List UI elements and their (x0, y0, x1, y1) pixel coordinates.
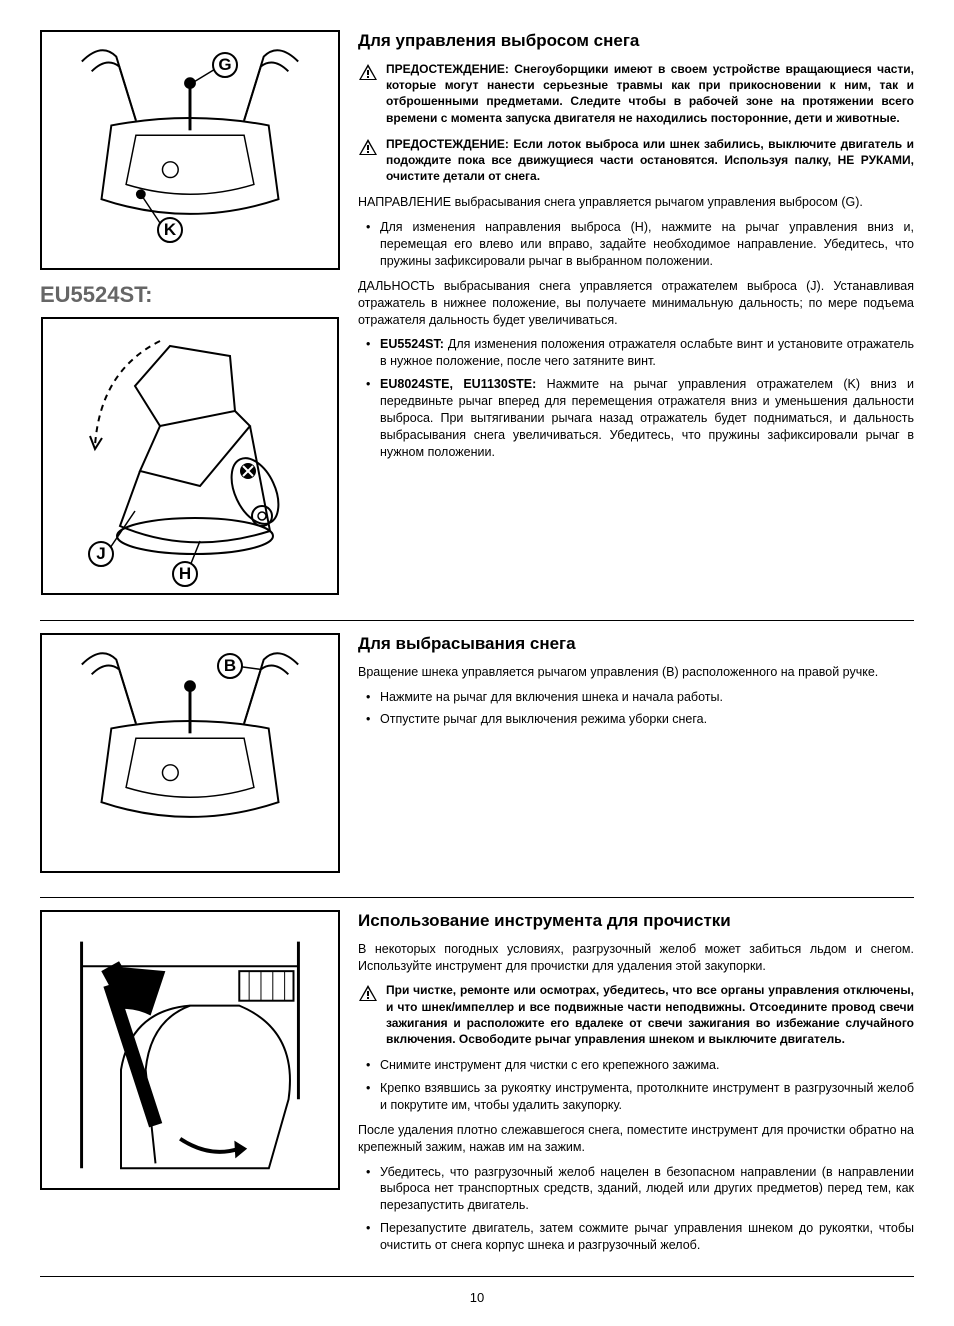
figure-controls-b: B (40, 633, 340, 873)
para-cleanout-after: После удаления плотно слежавшегося снега… (358, 1122, 914, 1156)
list-auger: Нажмите на рычаг для включения шнека и н… (358, 689, 914, 729)
model-bold: EU8024STE, EU1130STE: (380, 377, 536, 391)
warning-icon (358, 63, 378, 81)
list-item: Для изменения направления выброса (H), н… (358, 219, 914, 270)
text-col-2: Для выбрасывания снега Вращение шнека уп… (358, 633, 914, 883)
callout-k: K (157, 217, 183, 243)
warning-2: ПРЕДОСТЕЖДЕНИЕ: Если лоток выброса или ш… (358, 136, 914, 185)
diagram-controls-b (42, 635, 338, 871)
list-item: Снимите инструмент для чистки с его креп… (358, 1057, 914, 1074)
heading-snow-throw: Для выбрасывания снега (358, 633, 914, 656)
warning-cleanout: При чистке, ремонте или осмотрах, убедит… (358, 982, 914, 1047)
section-snow-direction: G K EU5524ST: (40, 30, 914, 621)
diagram-cleanout (42, 912, 338, 1188)
list-text: Для изменения положения отражателя ослаб… (380, 337, 914, 368)
list-item: Перезапустите двигатель, затем сожмите р… (358, 1220, 914, 1254)
text-col-3: Использование инструмента для прочистки … (358, 910, 914, 1262)
figure-chute-jh: J H (40, 316, 340, 596)
heading-cleanout: Использование инструмента для прочистки (358, 910, 914, 933)
diagram-chute (40, 316, 340, 596)
warning-icon (358, 984, 378, 1002)
list-item: EU5524ST: Для изменения положения отража… (358, 336, 914, 370)
warning-cleanout-text: При чистке, ремонте или осмотрах, убедит… (386, 982, 914, 1047)
list-cleanout-restart: Убедитесь, что разгрузочный желоб нацеле… (358, 1164, 914, 1254)
text-col-1: Для управления выбросом снега ПРЕДОСТЕЖД… (358, 30, 914, 606)
list-item: Крепко взявшись за рукоятку инструмента,… (358, 1080, 914, 1114)
para-direction: НАПРАВЛЕНИЕ выбрасывания снега управляет… (358, 194, 914, 211)
figure-controls-gk: G K (40, 30, 340, 270)
warning-text-1: ПРЕДОСТЕЖДЕНИЕ: Снегоуборщики имеют в св… (386, 61, 914, 126)
figures-col-2: B (40, 633, 340, 883)
section-cleanout-tool: Использование инструмента для прочистки … (40, 910, 914, 1277)
model-bold: EU5524ST: (380, 337, 444, 351)
figure-cleanout-tool (40, 910, 340, 1190)
callout-b: B (217, 653, 243, 679)
warning-1: ПРЕДОСТЕЖДЕНИЕ: Снегоуборщики имеют в св… (358, 61, 914, 126)
diagram-controls (42, 32, 338, 268)
model-label: EU5524ST: (40, 280, 340, 310)
list-item: EU8024STE, EU1130STE: Нажмите на рычаг у… (358, 376, 914, 460)
list-cleanout-steps: Снимите инструмент для чистки с его креп… (358, 1057, 914, 1114)
heading-snow-direction: Для управления выбросом снега (358, 30, 914, 53)
callout-g: G (212, 52, 238, 78)
figures-col-3 (40, 910, 340, 1262)
list-item: Отпустите рычаг для выключения режима уб… (358, 711, 914, 728)
para-cleanout-intro: В некоторых погодных условиях, разгрузоч… (358, 941, 914, 975)
list-direction: Для изменения направления выброса (H), н… (358, 219, 914, 270)
warning-icon (358, 138, 378, 156)
list-item: Нажмите на рычаг для включения шнека и н… (358, 689, 914, 706)
list-item: Убедитесь, что разгрузочный желоб нацеле… (358, 1164, 914, 1215)
warning-text-2: ПРЕДОСТЕЖДЕНИЕ: Если лоток выброса или ш… (386, 136, 914, 185)
page-number: 10 (40, 1289, 914, 1307)
figures-col: G K EU5524ST: (40, 30, 340, 606)
callout-h: H (172, 561, 198, 587)
section-snow-throw: B Для выбрасывания снега Вращение шнека … (40, 633, 914, 898)
list-models: EU5524ST: Для изменения положения отража… (358, 336, 914, 460)
callout-j: J (88, 541, 114, 567)
para-distance: ДАЛЬНОСТЬ выбрасывания снега управляется… (358, 278, 914, 329)
para-auger: Вращение шнека управляется рычагом управ… (358, 664, 914, 681)
